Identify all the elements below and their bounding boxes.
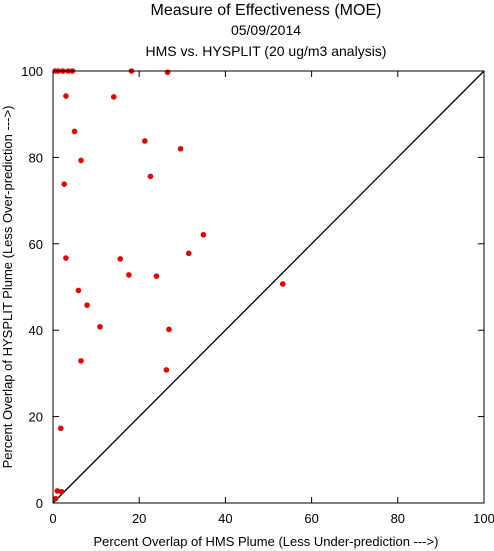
x-tick-label: 60 [304, 511, 318, 526]
data-point [185, 250, 192, 257]
x-axis-label: Percent Overlap of HMS Plume (Less Under… [94, 534, 439, 549]
data-point [163, 367, 170, 373]
y-tick-label: 0 [36, 496, 43, 511]
y-axis-label: Percent Overlap of HYSPLIT Plume (Less O… [0, 106, 15, 469]
data-point [200, 231, 207, 238]
x-tick-label: 80 [391, 511, 405, 526]
plot-frame [52, 70, 485, 504]
data-point [61, 181, 68, 187]
data-point [78, 358, 84, 364]
data-point [147, 173, 154, 180]
data-point [63, 255, 69, 261]
chart-subtitle: HMS vs. HYSPLIT (20 ug/m3 analysis) [146, 43, 387, 59]
data-point [166, 326, 172, 333]
x-tick-label: 40 [218, 511, 232, 526]
data-point [110, 94, 117, 100]
data-point [54, 488, 61, 494]
data-point [126, 272, 132, 278]
data-points-layer [52, 68, 286, 502]
data-point [75, 287, 82, 294]
data-point [97, 323, 103, 330]
data-point [84, 302, 90, 308]
y-tick-label: 100 [21, 64, 43, 79]
data-point [177, 145, 184, 152]
y-tick-label: 80 [29, 150, 43, 165]
y-tick-label: 20 [29, 410, 43, 425]
data-point [58, 488, 65, 495]
chart-date: 05/09/2014 [231, 22, 301, 38]
data-point [117, 256, 124, 262]
axes-layer: 0 20 40 60 80 100 0 20 40 60 80 100 [21, 64, 494, 526]
x-tick-label: 20 [132, 511, 146, 526]
reference-line-layer [52, 70, 485, 504]
data-point [279, 281, 286, 287]
x-tick-label: 0 [49, 511, 56, 526]
data-point [153, 273, 160, 280]
data-point [57, 425, 64, 432]
data-point [71, 128, 78, 135]
data-point [142, 138, 148, 144]
data-point [63, 93, 69, 99]
chart-title: Measure of Effectiveness (MOE) [151, 2, 382, 19]
x-tick-label: 100 [473, 511, 494, 526]
y-tick-label: 40 [29, 323, 43, 338]
reference-diagonal-line [52, 70, 485, 504]
y-tick-label: 60 [29, 237, 43, 252]
data-point [52, 495, 59, 502]
data-point [164, 69, 171, 76]
data-point [78, 157, 84, 164]
